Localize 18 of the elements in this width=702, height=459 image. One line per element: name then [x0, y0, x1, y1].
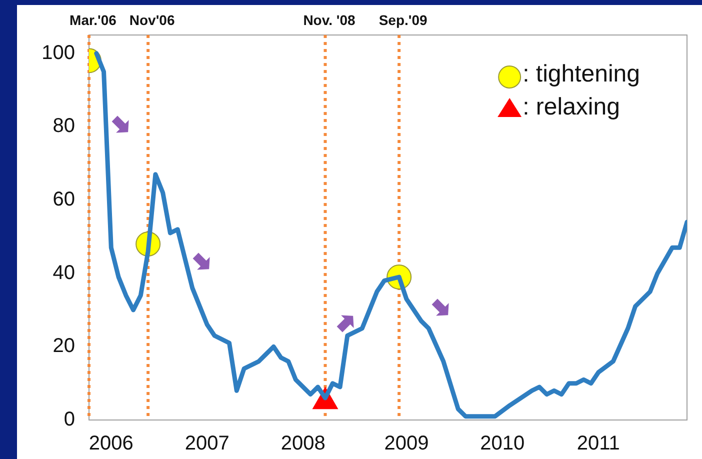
x-tick-label: 2006 — [88, 432, 134, 455]
ref-line-label: Nov'06 — [129, 12, 175, 28]
y-tick-label: 80 — [52, 115, 75, 138]
y-tick-label: 0 — [64, 408, 75, 431]
y-tick-label: 20 — [52, 335, 75, 358]
x-tick-label: 2009 — [384, 432, 429, 455]
x-tick-label: 2010 — [480, 432, 525, 455]
legend-label: : relaxing — [522, 94, 620, 121]
ref-line-label: Nov. '08 — [303, 12, 356, 28]
x-tick-label: 2007 — [184, 432, 230, 455]
x-tick-label: 2011 — [576, 432, 620, 455]
y-tick-label: 100 — [42, 42, 75, 64]
x-tick-label: 2008 — [280, 432, 326, 455]
y-tick-label: 60 — [52, 188, 75, 211]
ref-line-label: Mar.'06 — [70, 12, 117, 28]
legend-label: : tightening — [522, 60, 640, 88]
y-tick-label: 40 — [52, 262, 75, 284]
ref-line-label: Sep.'09 — [378, 12, 428, 28]
